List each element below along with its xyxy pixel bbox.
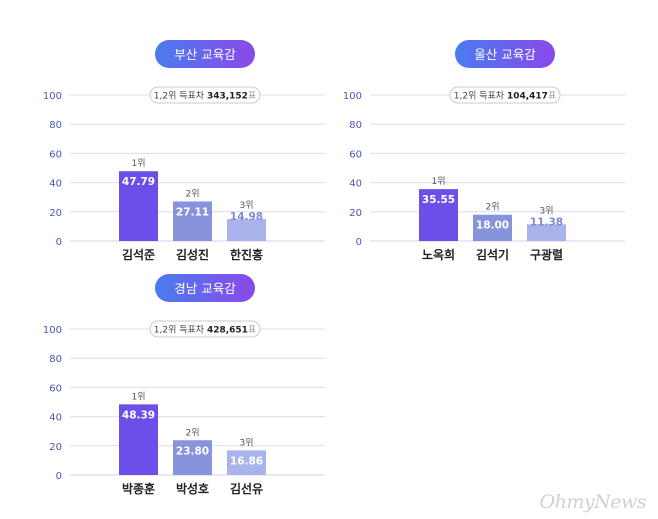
value-label: 47.79: [122, 176, 155, 188]
category-label: 김석준: [122, 247, 155, 262]
bar-2: [173, 201, 212, 241]
gap-unit: 표: [548, 92, 556, 102]
gap-value: 343,152: [207, 92, 248, 102]
gap-badge-text: 1,2위 득표차 343,152표: [154, 90, 256, 102]
value-label: 11.38: [530, 216, 563, 228]
gap-badge-text: 1,2위 득표차 428,651표: [154, 324, 256, 336]
y-tick-label: 80: [49, 120, 62, 131]
category-label: 박종훈: [122, 481, 155, 496]
bar-2: [473, 214, 512, 241]
chart-title: 부산 교육감: [174, 47, 236, 62]
rank-label: 3위: [239, 200, 253, 211]
gap-label: 1,2위 득표차: [154, 324, 207, 336]
watermark-logo: OhmyNews: [539, 491, 647, 513]
y-tick-label: 100: [43, 91, 62, 102]
y-tick-label: 0: [356, 237, 362, 248]
value-label: 27.11: [176, 206, 209, 218]
chart-title: 경남 교육감: [174, 281, 236, 296]
bar-3: [227, 219, 266, 241]
bar-1: [119, 171, 158, 241]
rank-label: 3위: [239, 437, 253, 448]
bar-1: [119, 404, 158, 475]
rank-label: 3위: [539, 205, 553, 216]
gap-unit: 표: [248, 92, 256, 102]
rank-label: 1위: [131, 158, 145, 169]
y-tick-label: 20: [49, 442, 62, 453]
y-tick-label: 60: [49, 383, 62, 394]
category-label: 구광렬: [530, 247, 563, 262]
y-tick-label: 100: [43, 325, 62, 336]
rank-label: 2위: [185, 427, 199, 438]
rank-label: 1위: [131, 391, 145, 402]
rank-label: 2위: [485, 202, 499, 213]
gap-unit: 표: [248, 326, 256, 336]
y-tick-label: 60: [349, 149, 362, 160]
y-tick-label: 60: [49, 149, 62, 160]
y-tick-label: 20: [49, 208, 62, 219]
gap-badge-text: 1,2위 득표차 104,417표: [454, 90, 556, 102]
category-label: 노옥희: [422, 247, 455, 262]
value-label: 23.80: [176, 445, 209, 457]
title-pill: [155, 40, 255, 68]
gap-badge: [149, 320, 261, 338]
y-tick-label: 100: [343, 91, 362, 102]
chart-panel-gyeongnam: 경남 교육감 0 20 40 60 80 100 1,2위 득표차 428,651표 1위 48.…: [43, 274, 325, 496]
value-label: 35.55: [422, 194, 455, 206]
value-label: 48.39: [122, 409, 155, 421]
gap-value: 428,651: [207, 326, 248, 336]
y-tick-label: 40: [49, 413, 62, 424]
category-label: 김성진: [176, 247, 209, 262]
category-label: 김석기: [476, 247, 509, 262]
bar-3: [527, 224, 566, 241]
category-label: 한진홍: [230, 247, 263, 262]
title-pill: [155, 274, 255, 302]
y-tick-label: 0: [56, 471, 62, 482]
value-label: 14.98: [230, 211, 263, 223]
bar-1: [419, 189, 458, 241]
title-pill: [455, 40, 555, 68]
y-tick-label: 80: [349, 120, 362, 131]
gap-badge: [149, 86, 261, 104]
gap-label: 1,2위 득표차: [154, 90, 207, 102]
rank-label: 2위: [185, 188, 199, 199]
bar-2: [173, 440, 212, 475]
gap-label: 1,2위 득표차: [454, 90, 507, 102]
rank-label: 1위: [431, 176, 445, 187]
chart-title: 울산 교육감: [474, 47, 536, 62]
category-label: 박성호: [176, 481, 209, 496]
y-tick-label: 40: [49, 179, 62, 190]
gap-badge: [449, 86, 561, 104]
gap-value: 104,417: [507, 92, 548, 102]
value-label: 16.86: [230, 455, 263, 467]
chart-panel-ulsan: 울산 교육감 0 20 40 60 80 100 1,2위 득표차 104,417표 1위 35.…: [343, 40, 625, 262]
bar-3: [227, 450, 266, 475]
value-label: 18.00: [476, 220, 509, 232]
y-tick-label: 80: [49, 354, 62, 365]
y-tick-label: 20: [349, 208, 362, 219]
y-tick-label: 0: [56, 237, 62, 248]
y-tick-label: 40: [349, 179, 362, 190]
category-label: 김선유: [230, 481, 263, 496]
chart-panel-busan: 부산 교육감 0 20 40 60 80 100 1,2위 득표차 343,152표 1위 47.…: [43, 40, 325, 262]
